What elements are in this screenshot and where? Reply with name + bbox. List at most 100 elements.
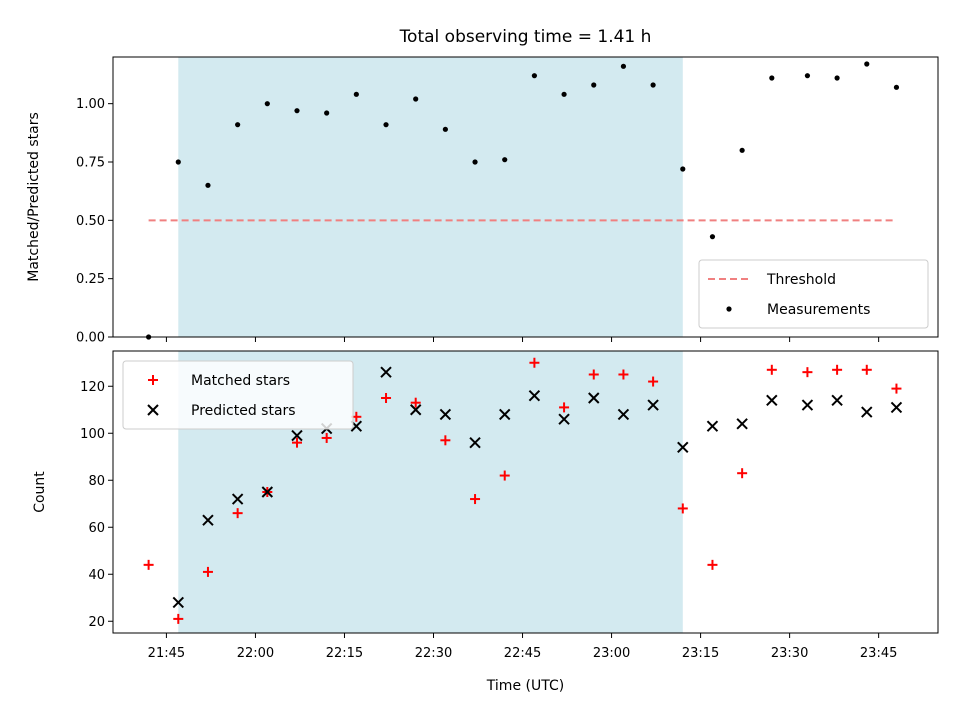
legend-box <box>698 259 929 329</box>
y-tick-label: 1.00 <box>76 97 105 112</box>
measurements-point <box>442 126 448 132</box>
count-panel: 20 40 60 80 100 120 21:45 22:00 22:15 22:30 22:45 2… <box>32 350 939 661</box>
measurements-point <box>804 73 811 79</box>
matched-stars-point <box>410 397 421 408</box>
predicted-stars-point <box>890 401 903 414</box>
matched-stars-point <box>802 367 813 378</box>
predicted-stars-point <box>831 394 843 407</box>
legend-matched-stars-swatch <box>148 375 158 385</box>
y-tick-label: 0.25 <box>76 272 105 287</box>
measurements-point <box>834 75 840 81</box>
predicted-stars-point <box>706 420 719 432</box>
x-tick-label: 21:45 <box>148 646 185 661</box>
x-marker-b <box>172 596 184 609</box>
predicted-stars-point <box>736 418 748 430</box>
predicted-stars-point <box>231 493 244 505</box>
legend: Threshold Measurements <box>698 259 929 329</box>
x-marker-b <box>588 392 600 404</box>
measurements-point <box>413 96 419 102</box>
legend-predicted-stars-swatch <box>147 404 159 416</box>
y-tick-label: 100 <box>80 427 105 442</box>
y-tick-label: 0.50 <box>76 214 105 229</box>
matched-stars-point <box>291 437 302 448</box>
predicted-stars-point <box>469 436 481 449</box>
x-marker-b <box>617 408 630 421</box>
measurements-point <box>709 234 716 240</box>
measurements-point <box>680 166 686 172</box>
predicted-stars-point <box>588 392 600 404</box>
legend-measurements-swatch <box>726 306 732 312</box>
y-tick-label: 40 <box>88 568 105 583</box>
measurements-point <box>591 82 597 88</box>
x-axis-label: Time (UTC) <box>486 678 564 694</box>
measurements-point <box>531 73 538 79</box>
matched-stars-point <box>707 559 718 570</box>
measurements-point <box>324 110 330 116</box>
x-tick-label: 23:45 <box>860 646 897 661</box>
plot-frame <box>112 56 939 338</box>
measurements-point <box>620 63 627 69</box>
matched-stars-point <box>529 357 540 368</box>
predicted-stars-point <box>617 408 630 421</box>
matched-stars-point <box>202 566 213 577</box>
x-tick-label: 22:15 <box>326 646 363 661</box>
x-marker-b <box>801 399 814 411</box>
x-tick-label: 22:30 <box>415 646 452 661</box>
x-marker-b <box>202 514 214 526</box>
measurements-point <box>205 182 211 188</box>
predicted-stars-point <box>439 408 452 421</box>
y-tick-label: 60 <box>88 521 105 536</box>
x-marker-b <box>147 404 159 416</box>
measurements-point <box>353 91 359 97</box>
matched-stars-point <box>470 494 481 505</box>
matched-stars-point <box>588 369 599 380</box>
matched-stars-point <box>677 503 688 514</box>
x-marker-b <box>677 441 689 454</box>
x-marker-b <box>766 394 778 407</box>
x-tick-label: 23:30 <box>771 646 808 661</box>
predicted-stars-point <box>291 429 303 442</box>
ratio-panel: 0.00 0.25 0.50 0.75 1.00 Matched/Predicted st… <box>26 56 939 346</box>
x-tick-label: 23:00 <box>593 646 630 661</box>
x-marker-b <box>291 429 303 442</box>
x-marker-b <box>706 420 719 432</box>
plot-frame <box>112 350 939 634</box>
x-marker-b <box>350 420 363 432</box>
matched-stars-point <box>499 470 510 481</box>
measurements-point <box>175 159 181 165</box>
measurements-point <box>235 122 241 128</box>
matched-stars-point <box>618 369 629 380</box>
matched-stars-point <box>381 393 392 403</box>
predicted-stars-point <box>861 406 873 418</box>
x-marker-b <box>647 399 659 411</box>
measurements-point <box>769 75 775 81</box>
matched-stars-point <box>559 402 570 413</box>
matched-stars-point <box>766 364 777 375</box>
y-tick-label: 0.00 <box>76 331 105 346</box>
predicted-stars-point <box>647 399 659 411</box>
matched-stars-point <box>648 376 659 387</box>
x-marker-b <box>469 436 481 449</box>
y-tick-label: 120 <box>80 380 105 395</box>
x-marker-b <box>831 394 843 407</box>
predicted-stars-point <box>202 514 214 526</box>
x-marker-b <box>499 408 511 421</box>
measurements-point <box>864 61 870 67</box>
legend-measurements-label: Measurements <box>767 302 870 318</box>
legend-predicted-stars-label: Predicted stars <box>191 403 296 419</box>
predicted-stars-point <box>499 408 511 421</box>
observing-window-span <box>178 57 683 337</box>
measurements-point <box>650 82 656 88</box>
y-tick-label: 80 <box>88 474 105 489</box>
y-tick-label: 0.75 <box>76 156 105 171</box>
x-marker-b <box>736 418 748 430</box>
legend: Matched stars Predicted stars <box>122 360 354 430</box>
measurements-point <box>383 122 389 128</box>
legend-matched-stars-label: Matched stars <box>191 373 290 389</box>
matched-stars-point <box>440 435 451 446</box>
measurements-series <box>146 61 900 340</box>
matched-stars-point <box>173 613 184 624</box>
matched-stars-point <box>861 364 872 375</box>
legend-box <box>122 360 354 430</box>
